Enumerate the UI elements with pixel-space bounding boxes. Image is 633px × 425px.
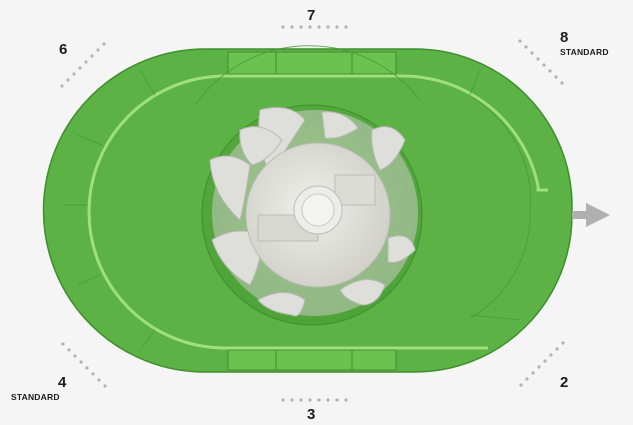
position-label-7: 7 xyxy=(307,7,316,24)
bottom-panel xyxy=(227,349,397,371)
position-label-3: 3 xyxy=(307,406,316,423)
top-panel xyxy=(227,51,397,75)
position-label-2: 2 xyxy=(560,374,569,391)
marker-dots-7 xyxy=(281,25,348,29)
marker-dots-2 xyxy=(519,341,565,387)
marker-dots-3 xyxy=(281,398,348,402)
marker-dots-6 xyxy=(60,42,106,88)
marker-dots-4 xyxy=(61,342,107,388)
position-label-4: 4 xyxy=(58,374,67,391)
position-tag-8: STANDARD xyxy=(560,47,609,57)
marker-dots-8 xyxy=(518,39,564,85)
arrow-right-icon xyxy=(572,203,610,227)
impeller xyxy=(209,107,418,317)
position-markers xyxy=(60,25,565,402)
housing-inner-rim xyxy=(87,74,548,350)
position-label-6: 6 xyxy=(59,41,68,58)
position-tag-4: STANDARD xyxy=(11,392,60,402)
position-label-8: 8 xyxy=(560,29,569,46)
